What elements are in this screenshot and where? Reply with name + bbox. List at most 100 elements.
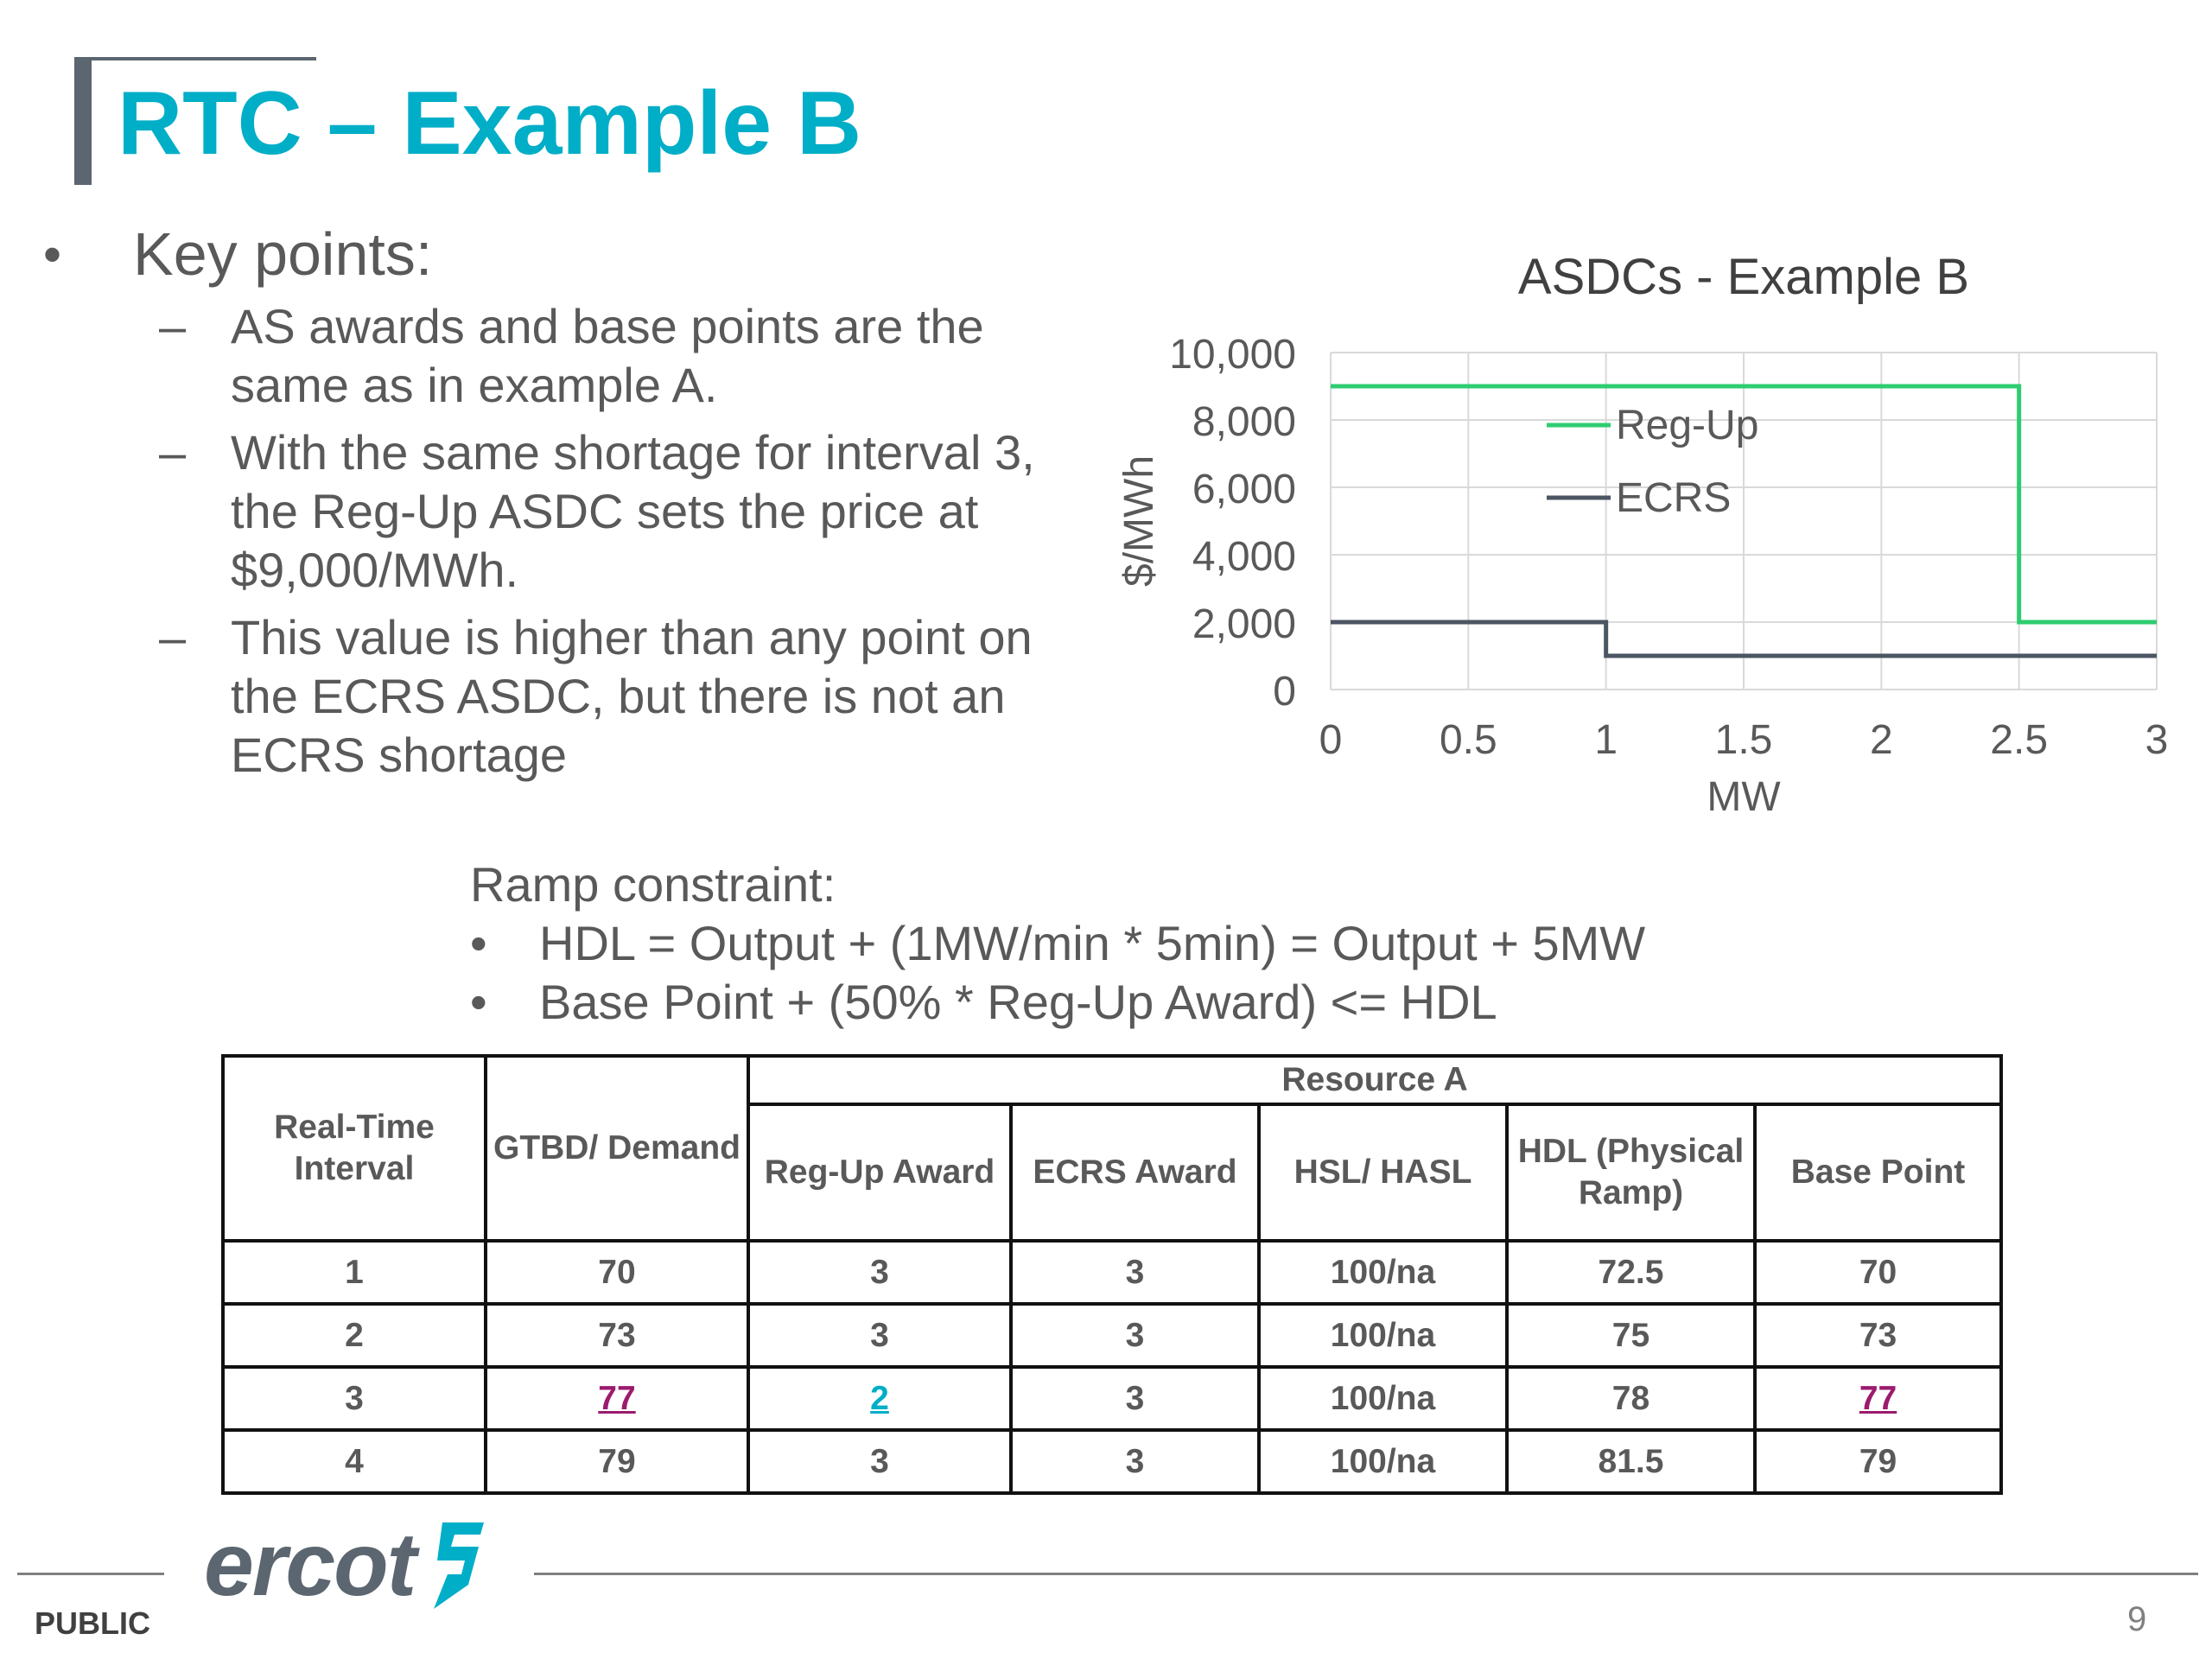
y-tick-label: 6,000 <box>1192 467 1296 512</box>
series-line-reg-up <box>1331 384 2157 625</box>
cell-hsl: 100/na <box>1257 1428 1509 1495</box>
key-point-line: ECRS shortage <box>231 728 568 782</box>
dash-icon: – <box>159 299 187 353</box>
header-base: Base Point <box>1752 1103 2004 1243</box>
ercot-logo: ercot <box>204 1514 484 1617</box>
legend-label: ECRS <box>1616 475 1731 521</box>
cell-base: 73 <box>1752 1302 2004 1369</box>
highlighted-value: 77 <box>598 1379 636 1417</box>
resource-table: Real-Time Interval GTBD/ Demand Resource… <box>221 1054 2004 1495</box>
y-tick-label: 0 <box>1273 669 1296 715</box>
x-tick-label: 2 <box>1870 717 1893 763</box>
table-row: 1 70 3 3 100/na 72.5 70 <box>221 1239 2004 1306</box>
cell-gtbd: 73 <box>484 1302 750 1369</box>
dash-icon: – <box>159 425 187 480</box>
title-accent-line <box>74 57 316 60</box>
highlighted-value: 77 <box>1859 1379 1897 1417</box>
cell-gtbd: 70 <box>484 1239 750 1306</box>
header-regup: Reg-Up Award <box>747 1103 1013 1243</box>
cell-ecrs: 3 <box>1009 1302 1261 1369</box>
bullet-icon: • <box>43 226 62 283</box>
cell-hdl: 78 <box>1505 1365 1757 1432</box>
logo-wordmark: ercot <box>204 1515 416 1615</box>
header-hsl: HSL/ HASL <box>1257 1103 1509 1243</box>
footer-rule <box>17 1573 164 1575</box>
ramp-constraint: Ramp constraint: • HDL = Output + (1MW/m… <box>470 855 1645 1032</box>
cell-base: 79 <box>1752 1428 2004 1495</box>
x-tick-label: 0.5 <box>1440 717 1497 763</box>
key-points: • Key points: – AS awards and base point… <box>43 219 1080 785</box>
ramp-item-text: HDL = Output + (1MW/min * 5min) = Output… <box>539 916 1646 970</box>
key-point-line: the Reg-Up ASDC sets the price at <box>231 484 979 538</box>
table-row: 2 73 3 3 100/na 75 73 <box>221 1302 2004 1369</box>
cell-ecrs: 3 <box>1009 1239 1261 1306</box>
header-ecrs: ECRS Award <box>1009 1103 1261 1243</box>
legend-label: Reg-Up <box>1616 403 1758 448</box>
chart-title: ASDCs - Example B <box>1518 249 1969 305</box>
ramp-item: • Base Point + (50% * Reg-Up Award) <= H… <box>470 973 1645 1032</box>
cell-ecrs: 3 <box>1009 1365 1261 1432</box>
x-tick-label: 3 <box>2145 717 2169 763</box>
x-tick-label: 0 <box>1319 717 1343 763</box>
cell-hsl: 100/na <box>1257 1365 1509 1432</box>
cell-gtbd: 77 <box>484 1365 750 1432</box>
cell-interval: 1 <box>221 1239 487 1306</box>
series-line-ecrs <box>1331 620 2157 658</box>
x-tick-label: 1.5 <box>1715 717 1773 763</box>
key-point-line: AS awards and base points are the <box>231 299 984 353</box>
x-tick-label: 2.5 <box>1990 717 2048 763</box>
page-title: RTC – Example B <box>118 73 862 174</box>
y-tick-label: 2,000 <box>1192 601 1296 647</box>
dash-icon: – <box>159 610 187 664</box>
cell-base: 70 <box>1752 1239 2004 1306</box>
bullet-icon: • <box>470 975 487 1029</box>
cell-hdl: 81.5 <box>1505 1428 1757 1495</box>
y-axis-label: $/MWh <box>1116 455 1162 587</box>
cell-hsl: 100/na <box>1257 1302 1509 1369</box>
cell-ecrs: 3 <box>1009 1428 1261 1495</box>
y-tick-label: 4,000 <box>1192 534 1296 580</box>
key-point-line: same as in example A. <box>231 358 718 412</box>
header-hdl: HDL (Physical Ramp) <box>1505 1103 1757 1243</box>
cell-hdl: 75 <box>1505 1302 1757 1369</box>
y-tick-label: 10,000 <box>1169 332 1296 378</box>
cell-gtbd: 79 <box>484 1428 750 1495</box>
cell-interval: 4 <box>221 1428 487 1495</box>
key-points-heading-row: • Key points: <box>43 219 1080 289</box>
classification-label: PUBLIC <box>35 1605 150 1641</box>
cell-hsl: 100/na <box>1257 1239 1509 1306</box>
highlighted-value: 2 <box>870 1379 889 1417</box>
footer-rule <box>534 1573 2198 1575</box>
cell-regup: 3 <box>747 1302 1013 1369</box>
key-points-heading: Key points: <box>133 220 433 288</box>
cell-regup: 3 <box>747 1239 1013 1306</box>
cell-base: 77 <box>1752 1365 2004 1432</box>
ercot-logo-icon <box>434 1522 484 1609</box>
cell-interval: 2 <box>221 1302 487 1369</box>
key-point-line: $9,000/MWh. <box>231 543 519 597</box>
key-point-line: With the same shortage for interval 3, <box>231 425 1035 480</box>
table-row: 4 79 3 3 100/na 81.5 79 <box>221 1428 2004 1495</box>
cell-regup: 3 <box>747 1428 1013 1495</box>
page-number: 9 <box>2127 1600 2147 1638</box>
x-tick-label: 1 <box>1594 717 1618 763</box>
ramp-item: • HDL = Output + (1MW/min * 5min) = Outp… <box>470 914 1645 973</box>
table-row: 3 77 2 3 100/na 78 77 <box>221 1365 2004 1432</box>
ramp-heading: Ramp constraint: <box>470 857 836 912</box>
header-gtbd: GTBD/ Demand <box>484 1054 750 1243</box>
cell-interval: 3 <box>221 1365 487 1432</box>
key-point-line: This value is higher than any point on <box>231 610 1033 664</box>
header-resource-group: Resource A <box>746 1054 2004 1106</box>
cell-regup: 2 <box>747 1365 1013 1432</box>
key-point-item: – This value is higher than any point on… <box>43 608 1080 785</box>
bullet-icon: • <box>470 916 487 970</box>
y-tick-label: 8,000 <box>1192 399 1296 445</box>
x-axis-label: MW <box>1707 774 1781 820</box>
asdc-chart: 0 2,000 4,000 6,000 8,000 10,000 0 0.5 1 1.5 2 2.5 3… <box>1116 249 2169 820</box>
cell-hdl: 72.5 <box>1505 1239 1757 1306</box>
title-accent-bar <box>74 57 92 185</box>
key-point-line: the ECRS ASDC, but there is not an <box>231 669 1006 723</box>
key-point-item: – With the same shortage for interval 3,… <box>43 423 1080 600</box>
ramp-item-text: Base Point + (50% * Reg-Up Award) <= HDL <box>539 975 1497 1029</box>
key-point-item: – AS awards and base points are the same… <box>43 297 1080 415</box>
